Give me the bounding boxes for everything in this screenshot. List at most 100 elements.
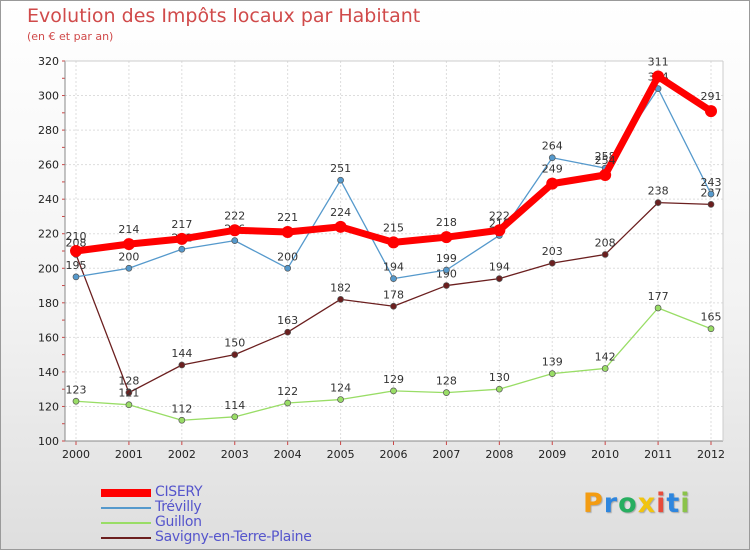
data-label-savigny-en-terre-plaine: 144 [171,347,192,360]
legend-label-trevilly: Trévilly [155,499,202,515]
data-point-savigny-en-terre-plaine [337,296,344,303]
data-label-guillon: 165 [701,311,722,324]
data-point-guillon [337,396,344,403]
data-label-guillon: 123 [66,383,87,396]
data-label-cisery: 254 [595,154,616,167]
data-label-cisery: 249 [542,163,563,176]
data-point-guillon [707,325,715,333]
data-label-tr-villy: 251 [330,162,351,175]
data-point-guillon [178,416,186,424]
data-point-cisery [122,238,135,251]
data-label-savigny-en-terre-plaine: 194 [489,261,510,274]
data-label-guillon: 142 [595,350,616,363]
logo-letter: i [680,488,691,519]
data-point-savigny-en-terre-plaine [231,351,239,358]
data-point-guillon [654,304,662,312]
logo-letter: i [656,488,667,519]
y-tick-label: 240 [38,193,59,206]
x-tick-label: 2005 [327,448,355,461]
data-point-guillon [284,399,292,407]
data-label-cisery: 214 [118,223,139,236]
y-tick-label: 220 [38,228,59,241]
y-tick-label: 280 [38,124,59,137]
data-label-savigny-en-terre-plaine: 208 [66,236,87,249]
legend-swatch-savigny [101,537,151,539]
data-label-guillon: 130 [489,371,510,384]
data-label-savigny-en-terre-plaine: 128 [118,375,139,388]
data-label-savigny-en-terre-plaine: 150 [224,337,245,350]
data-label-guillon: 128 [436,375,457,388]
data-label-tr-villy: 195 [66,259,87,272]
x-tick-label: 2010 [591,448,619,461]
logo-letter: r [603,488,619,519]
x-tick-label: 2002 [168,448,196,461]
y-tick-label: 260 [38,159,59,172]
data-point-tr-villy [337,176,344,184]
data-point-tr-villy [125,264,133,272]
data-label-guillon: 114 [224,399,245,412]
data-label-cisery: 215 [383,221,404,234]
data-point-cisery [175,232,188,245]
data-point-guillon [72,397,80,405]
data-label-tr-villy: 200 [118,250,139,263]
data-label-tr-villy: 243 [701,176,722,189]
x-tick-label: 2004 [274,448,302,461]
data-point-guillon [125,401,133,409]
legend-swatch-cisery [101,489,151,497]
x-tick-label: 2006 [380,448,408,461]
data-point-tr-villy [707,190,715,198]
legend-label-guillon: Guillon [155,514,202,530]
data-label-guillon: 121 [118,387,139,400]
data-label-guillon: 177 [648,290,669,303]
logo-letter: t [666,488,681,519]
data-label-guillon: 129 [383,373,404,386]
data-point-savigny-en-terre-plaine [601,251,609,258]
y-tick-label: 200 [38,262,59,275]
data-label-savigny-en-terre-plaine: 208 [595,236,616,249]
data-label-guillon: 139 [542,356,563,369]
data-point-guillon [443,389,450,396]
y-tick-label: 300 [38,90,59,103]
logo-letter: o [618,488,638,519]
data-label-cisery: 210 [66,230,87,243]
data-label-cisery: 311 [648,56,669,69]
legend-label-cisery: CISERY [155,484,203,500]
data-label-cisery: 222 [489,209,510,222]
data-point-guillon [548,370,556,377]
data-label-tr-villy: 200 [277,250,298,263]
data-point-guillon [390,387,397,395]
data-label-guillon: 122 [277,385,298,398]
x-tick-label: 2001 [115,448,143,461]
x-tick-label: 2000 [62,448,90,461]
data-point-savigny-en-terre-plaine [178,361,186,369]
data-label-tr-villy: 264 [542,140,563,153]
chart-title: Evolution des Impôts locaux par Habitant [27,5,421,27]
logo-letter: x [637,488,657,519]
x-tick-label: 2003 [221,448,249,461]
data-point-savigny-en-terre-plaine [654,199,662,206]
data-label-savigny-en-terre-plaine: 182 [330,281,351,294]
data-point-savigny-en-terre-plaine [707,201,715,208]
data-label-savigny-en-terre-plaine: 238 [648,185,669,198]
data-point-cisery [493,224,506,237]
data-point-tr-villy [178,245,186,253]
data-label-tr-villy: 199 [436,252,457,265]
data-point-cisery [705,105,717,118]
data-label-cisery: 224 [330,206,351,219]
data-point-tr-villy [443,266,450,274]
data-point-savigny-en-terre-plaine [125,389,133,396]
legend-swatch-guillon [101,522,151,524]
data-point-guillon [601,365,609,372]
data-point-tr-villy [548,154,556,162]
legend-label-savigny: Savigny-en-Terre-Plaine [155,529,312,545]
data-point-cisery [70,245,82,257]
data-point-guillon [231,413,239,421]
data-label-savigny-en-terre-plaine: 178 [383,288,404,301]
y-tick-label: 140 [38,366,59,379]
data-label-cisery: 221 [277,211,298,224]
y-tick-label: 100 [38,435,59,448]
proxiti-logo: Proxiti [583,488,691,519]
y-tick-label: 160 [38,331,59,344]
